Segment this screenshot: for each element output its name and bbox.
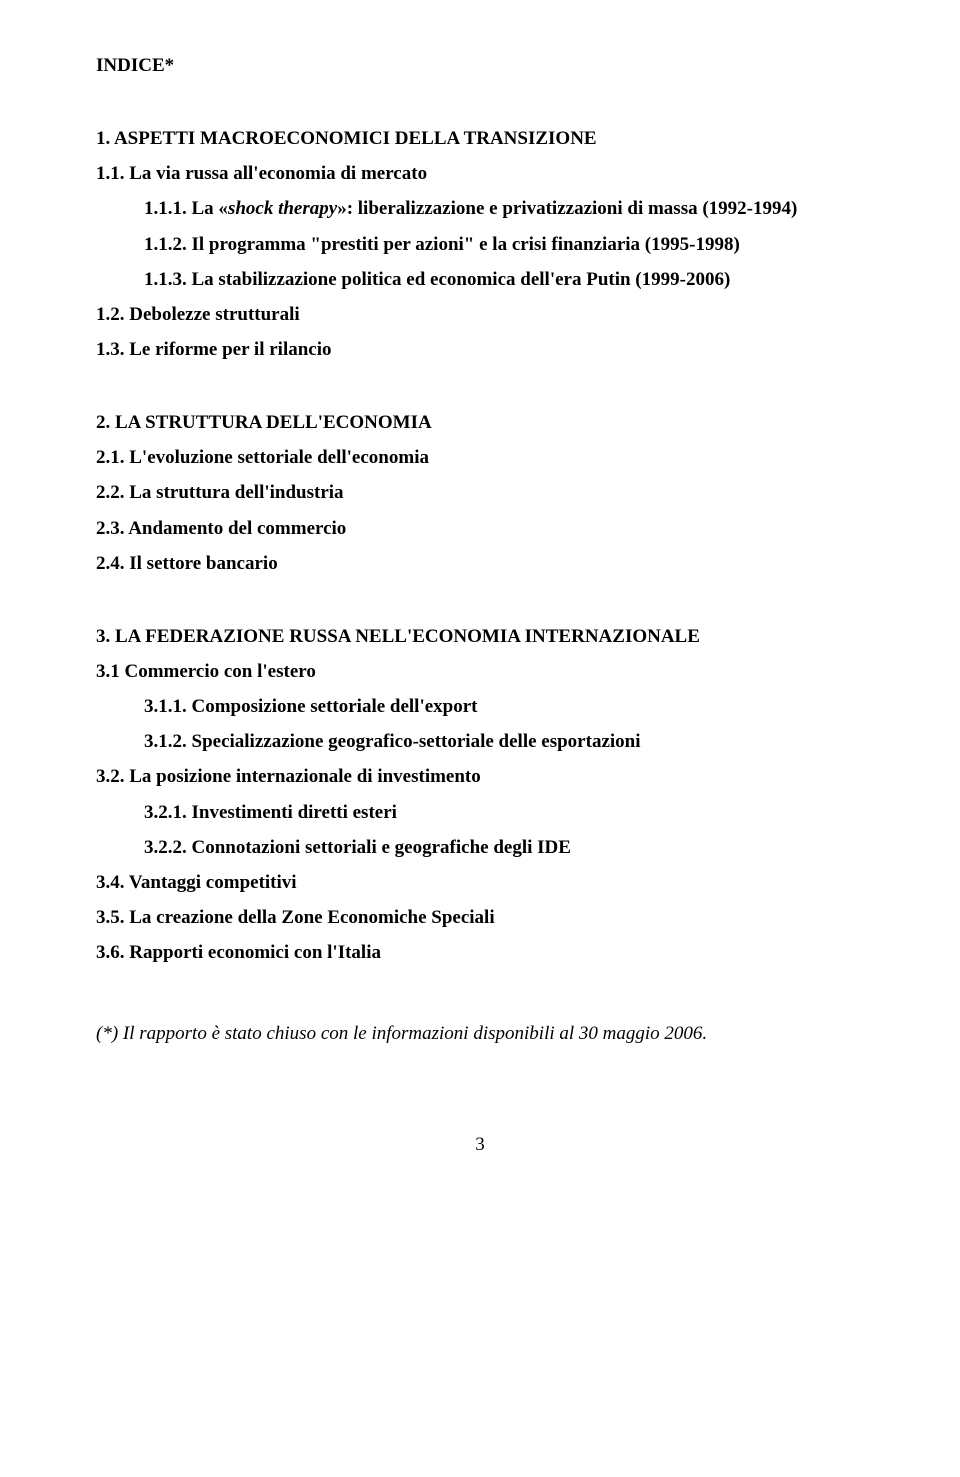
toc-entry: 3.2.2. Connotazioni settoriali e geograf…	[96, 830, 864, 865]
toc-entry: 1.1.2. Il programma "prestiti per azioni…	[96, 227, 864, 262]
toc-entry: 3.2. La posizione internazionale di inve…	[96, 759, 864, 794]
toc-entry: 1.1.3. La stabilizzazione politica ed ec…	[96, 262, 864, 297]
toc-entry: 3.1.1. Composizione settoriale dell'expo…	[96, 689, 864, 724]
toc-section: 1. ASPETTI MACROECONOMICI DELLA TRANSIZI…	[96, 121, 864, 367]
toc-section-head: 3. LA FEDERAZIONE RUSSA NELL'ECONOMIA IN…	[96, 619, 864, 654]
toc-entry: 3.1 Commercio con l'estero	[96, 654, 864, 689]
footnote: (*) Il rapporto è stato chiuso con le in…	[96, 1016, 864, 1051]
page-number: 3	[96, 1127, 864, 1162]
toc-entry: 1.1.1. La «shock therapy»: liberalizzazi…	[96, 191, 864, 226]
toc-entry: 2.3. Andamento del commercio	[96, 511, 864, 546]
toc-entry: 3.6. Rapporti economici con l'Italia	[96, 935, 864, 970]
toc-entry: 3.1.2. Specializzazione geografico-setto…	[96, 724, 864, 759]
toc-section: 3. LA FEDERAZIONE RUSSA NELL'ECONOMIA IN…	[96, 619, 864, 970]
toc-entry: 1.3. Le riforme per il rilancio	[96, 332, 864, 367]
toc-entry: 2.1. L'evoluzione settoriale dell'econom…	[96, 440, 864, 475]
toc-section-head: 1. ASPETTI MACROECONOMICI DELLA TRANSIZI…	[96, 121, 864, 156]
toc-section-head: 2. LA STRUTTURA DELL'ECONOMIA	[96, 405, 864, 440]
toc-entry: 3.2.1. Investimenti diretti esteri	[96, 795, 864, 830]
toc-entry: 3.4. Vantaggi competitivi	[96, 865, 864, 900]
toc-entry: 2.2. La struttura dell'industria	[96, 475, 864, 510]
toc-section: 2. LA STRUTTURA DELL'ECONOMIA2.1. L'evol…	[96, 405, 864, 581]
toc-entry: 3.5. La creazione della Zone Economiche …	[96, 900, 864, 935]
toc-entry-italic: shock therapy	[228, 198, 337, 219]
toc-entry: 1.2. Debolezze strutturali	[96, 297, 864, 332]
toc-sections: 1. ASPETTI MACROECONOMICI DELLA TRANSIZI…	[96, 121, 864, 970]
toc-entry: 1.1. La via russa all'economia di mercat…	[96, 156, 864, 191]
toc-entry: 2.4. Il settore bancario	[96, 546, 864, 581]
page-title: INDICE*	[96, 48, 864, 83]
